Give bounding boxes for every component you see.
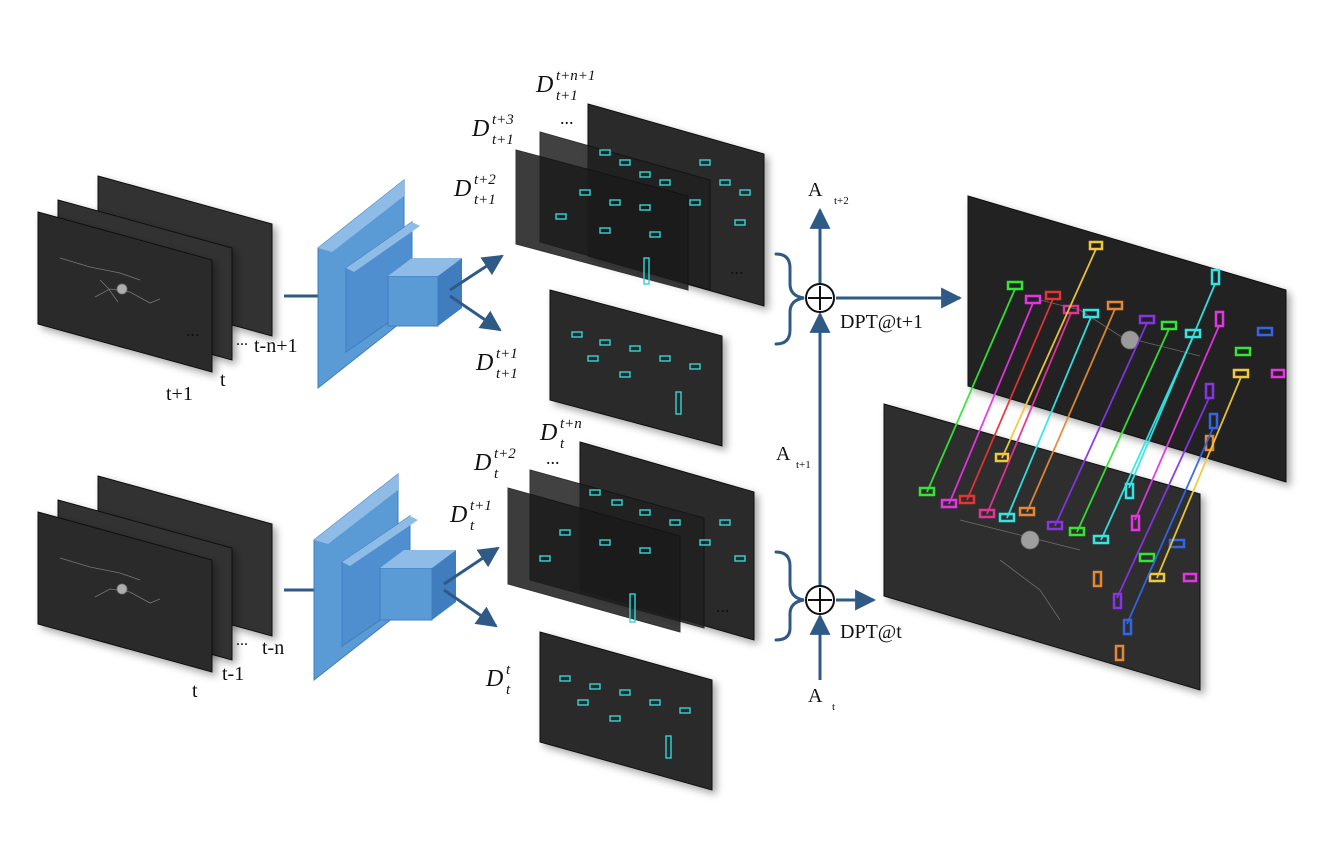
label-D-base: D (473, 450, 491, 476)
cyan-boxes (571, 331, 701, 415)
cyan-boxes (559, 675, 691, 759)
label-sup: t (506, 662, 511, 678)
detection-frame (515, 149, 689, 291)
label-D-base: D (535, 72, 553, 98)
detection-frame (507, 487, 681, 633)
lidar-point-cloud (59, 557, 161, 604)
label-sup: t+1 (496, 346, 518, 362)
brace-bottom (774, 550, 805, 642)
ellipsis-mark: ... (546, 448, 560, 468)
label-sub: t (506, 682, 511, 698)
cyan-boxes (539, 489, 746, 623)
input-frames-bottom: t t-1 t-n ... (37, 475, 284, 702)
label-D-base: D (475, 350, 493, 376)
lidar-point-cloud (959, 299, 1201, 621)
label-sub: t (494, 466, 499, 482)
assoc-A-t-plus-1: A (776, 443, 791, 465)
dpt-label-bottom: DPT@t (840, 621, 902, 643)
label-sup: t+1 (470, 498, 492, 514)
circled-plus-icon (805, 283, 835, 313)
ellipsis-mark: ... (730, 258, 744, 278)
label-D-base: D (539, 420, 557, 446)
label-D-base: D (449, 502, 467, 528)
label-sub: t+1 (556, 88, 578, 104)
assoc-A-t: A (808, 685, 823, 707)
brace-top (774, 252, 805, 346)
frame-label-t-minus-n: t-n (262, 637, 284, 659)
cnn-backbone-top (284, 178, 504, 390)
track-boxes-bottom (918, 452, 1198, 662)
label-sup: t+n+1 (556, 68, 595, 84)
output-tracks (883, 195, 1287, 691)
cnn-backbone-bottom (284, 472, 500, 682)
ellipsis-mark: ... (716, 596, 730, 616)
label-sup: t+3 (492, 112, 514, 128)
label-D-base: D (453, 176, 471, 202)
ellipsis-mark: ... (236, 332, 248, 349)
ellipsis-mark: ... (236, 632, 248, 649)
label-sub: t+1 (474, 192, 496, 208)
ellipsis-mark: ... (186, 320, 200, 340)
frame-label-t-minus-1: t-1 (222, 663, 244, 685)
assoc-A-t-plus-2: A (808, 179, 823, 201)
lidar-point-cloud (59, 257, 161, 304)
assoc-sub: t (832, 701, 835, 713)
assoc-sub: t+1 (796, 459, 811, 471)
detection-frame (549, 289, 723, 447)
detection-frame (539, 631, 713, 791)
frame-label-t-n-plus-1: t-n+1 (254, 335, 298, 357)
detection-labels: D t+n+1 t+1 D t+3 t+1 D t+2 t+1 D t+1 t+… (449, 68, 595, 698)
tracked-frame-t (883, 403, 1201, 691)
cyan-boxes (555, 149, 751, 285)
circled-plus-icon (805, 585, 835, 615)
label-sub: t (560, 436, 565, 452)
dpt-label-top: DPT@t+1 (840, 311, 923, 333)
label-sup: t+2 (494, 446, 516, 462)
detection-stack-bottom: ... ... (507, 441, 755, 791)
association-lines (926, 248, 1242, 625)
ellipsis-mark: ... (560, 108, 574, 128)
frame-label-t-plus-1: t+1 (166, 383, 193, 405)
label-sub: t (470, 518, 475, 534)
label-D-base: D (471, 116, 489, 142)
frame-label-t: t (192, 680, 198, 702)
input-frames-top: t+1 t t-n+1 ... ... (37, 175, 298, 405)
assoc-sub: t+2 (834, 195, 849, 207)
detection-stack-top: ... ... (515, 103, 765, 447)
label-sup: t+n (560, 416, 582, 432)
frame-label-t: t (220, 369, 226, 391)
label-sup: t+2 (474, 172, 496, 188)
association-network: A t+2 A t+1 A t DPT@t+1 DPT@t (776, 179, 963, 713)
label-sub: t+1 (496, 366, 518, 382)
label-sub: t+1 (492, 132, 514, 148)
label-D-base: D (485, 666, 503, 692)
